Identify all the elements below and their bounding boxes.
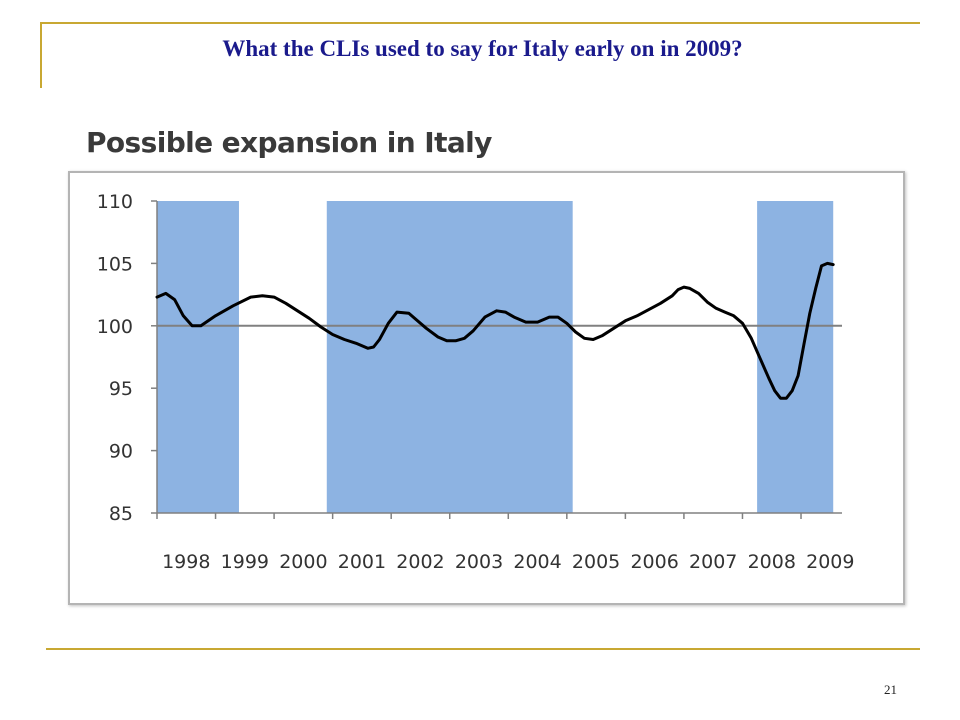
y-tick-label-105: 105 [97,253,133,275]
slide-title: What the CLIs used to say for Italy earl… [222,36,743,61]
shaded-period-3 [757,201,834,513]
accent-line-top [40,22,920,24]
x-tick-label-2000: 2000 [279,551,327,573]
x-tick-label-2001: 2001 [338,551,386,573]
x-tick-label-2008: 2008 [748,551,796,573]
x-tick-label-2006: 2006 [630,551,678,573]
x-tick-label-2007: 2007 [689,551,737,573]
x-tick-label-2005: 2005 [572,551,620,573]
line-chart: 110 105 100 95 90 85 1998 1999 2000 2001 2002 2003 2… [97,191,855,573]
x-tick-label-2003: 2003 [455,551,503,573]
shaded-period-2 [326,201,573,513]
accent-line-vertical [40,22,42,88]
chart-frame: 110 105 100 95 90 85 1998 1999 2000 2001 2002 2003 2… [68,171,905,605]
x-tick-label-2002: 2002 [396,551,444,573]
y-tick-label-85: 85 [109,503,133,525]
x-tick-label-2009: 2009 [806,551,854,573]
x-tick-label-2004: 2004 [513,551,561,573]
y-tick-label-90: 90 [109,441,133,463]
shaded-period-1 [157,201,239,513]
page-number: 21 [884,682,897,697]
x-tick-label-1998: 1998 [162,551,210,573]
series-line-1 [155,261,835,400]
y-tick-label-100: 100 [97,316,133,338]
y-tick-label-110: 110 [97,191,133,213]
x-tick-label-1999: 1999 [221,551,269,573]
y-tick-label-95: 95 [109,378,133,400]
accent-line-bottom [46,648,920,650]
chart-title: Possible expansion in Italy [86,126,492,159]
